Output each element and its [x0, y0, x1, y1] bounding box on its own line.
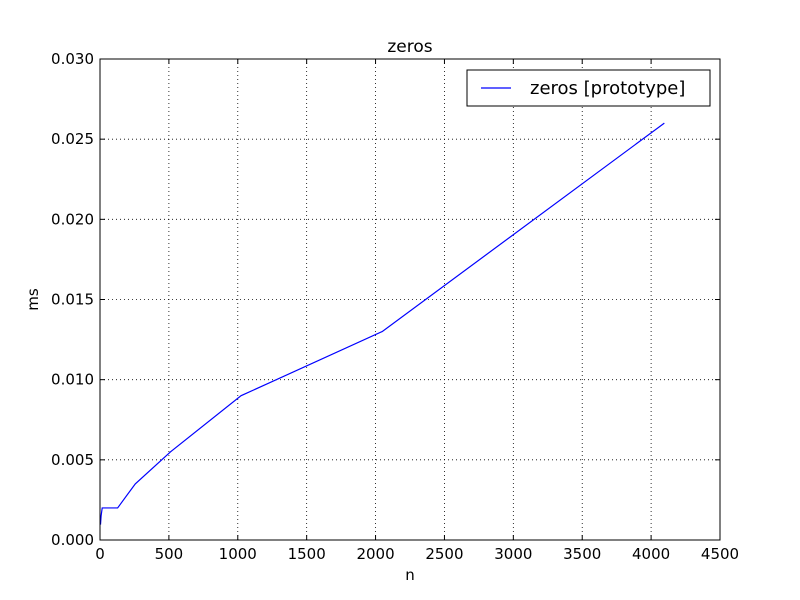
y-tick-label: 0.000: [51, 531, 94, 549]
x-axis-label: n: [405, 566, 415, 584]
x-tick-label: 1000: [219, 545, 257, 563]
x-tick-label: 2500: [425, 545, 463, 563]
chart-title: zeros: [387, 37, 432, 57]
y-tick-label: 0.025: [51, 130, 94, 148]
y-tick-label: 0.005: [51, 451, 94, 469]
x-tick-label: 4500: [701, 545, 739, 563]
y-tick-label: 0.010: [51, 371, 94, 389]
y-tick-label: 0.030: [51, 50, 94, 68]
x-tick-label: 4000: [632, 545, 670, 563]
series-line-zeros-prototype: [99, 122, 665, 525]
x-tick-label: 1500: [288, 545, 326, 563]
x-tick-label: 0: [95, 545, 105, 563]
legend-label-zeros-prototype: zeros [prototype]: [530, 78, 685, 99]
series-layer: [99, 122, 665, 525]
x-tick-label: 3000: [494, 545, 532, 563]
axis-ticks: 0 500 1000 1500 2000 2500 3000 3500 4000 4500 0.00…: [51, 50, 739, 563]
x-tick-label: 2000: [356, 545, 394, 563]
x-tick-label: 3500: [563, 545, 601, 563]
legend: zeros [prototype]: [466, 69, 711, 107]
y-tick-label: 0.015: [51, 291, 94, 309]
x-tick-label: 500: [155, 545, 184, 563]
y-tick-label: 0.020: [51, 210, 94, 228]
y-axis-label: ms: [24, 288, 42, 311]
